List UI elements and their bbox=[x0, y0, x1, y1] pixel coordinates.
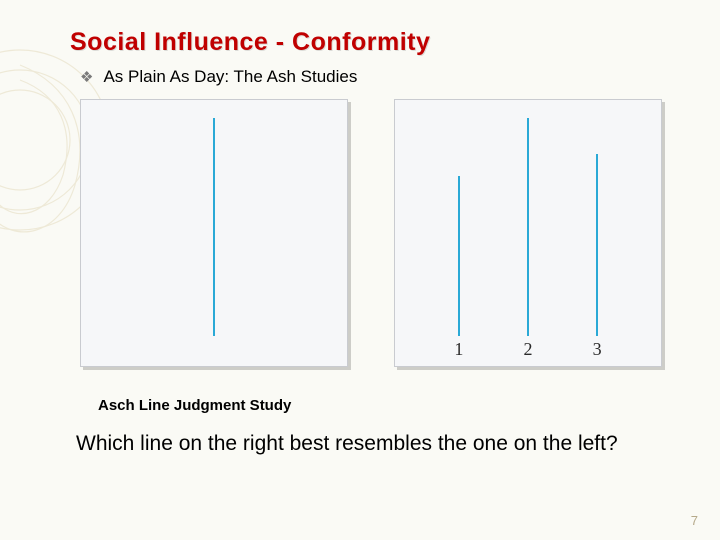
bullet-text: As Plain As Day: The Ash Studies bbox=[103, 67, 357, 87]
line-label: 1 bbox=[454, 339, 463, 360]
comparison-card: 1 2 3 bbox=[394, 99, 662, 367]
line-label: 3 bbox=[593, 339, 602, 360]
figure-caption: Asch Line Judgment Study bbox=[98, 397, 680, 414]
line-label: 2 bbox=[524, 339, 533, 360]
line bbox=[458, 176, 460, 336]
slide: Social Influence - Conformity ❖ As Plain… bbox=[0, 0, 720, 540]
question-text: Which line on the right best resembles t… bbox=[76, 432, 680, 456]
line bbox=[527, 118, 529, 336]
page-number: 7 bbox=[691, 513, 698, 528]
reference-card bbox=[80, 99, 348, 367]
bullet-item: ❖ As Plain As Day: The Ash Studies bbox=[80, 67, 680, 87]
bullet-marker-icon: ❖ bbox=[80, 70, 93, 85]
slide-title: Social Influence - Conformity bbox=[70, 28, 680, 57]
line bbox=[596, 154, 598, 336]
cards-row: 1 2 3 bbox=[80, 99, 680, 367]
line bbox=[213, 118, 215, 336]
